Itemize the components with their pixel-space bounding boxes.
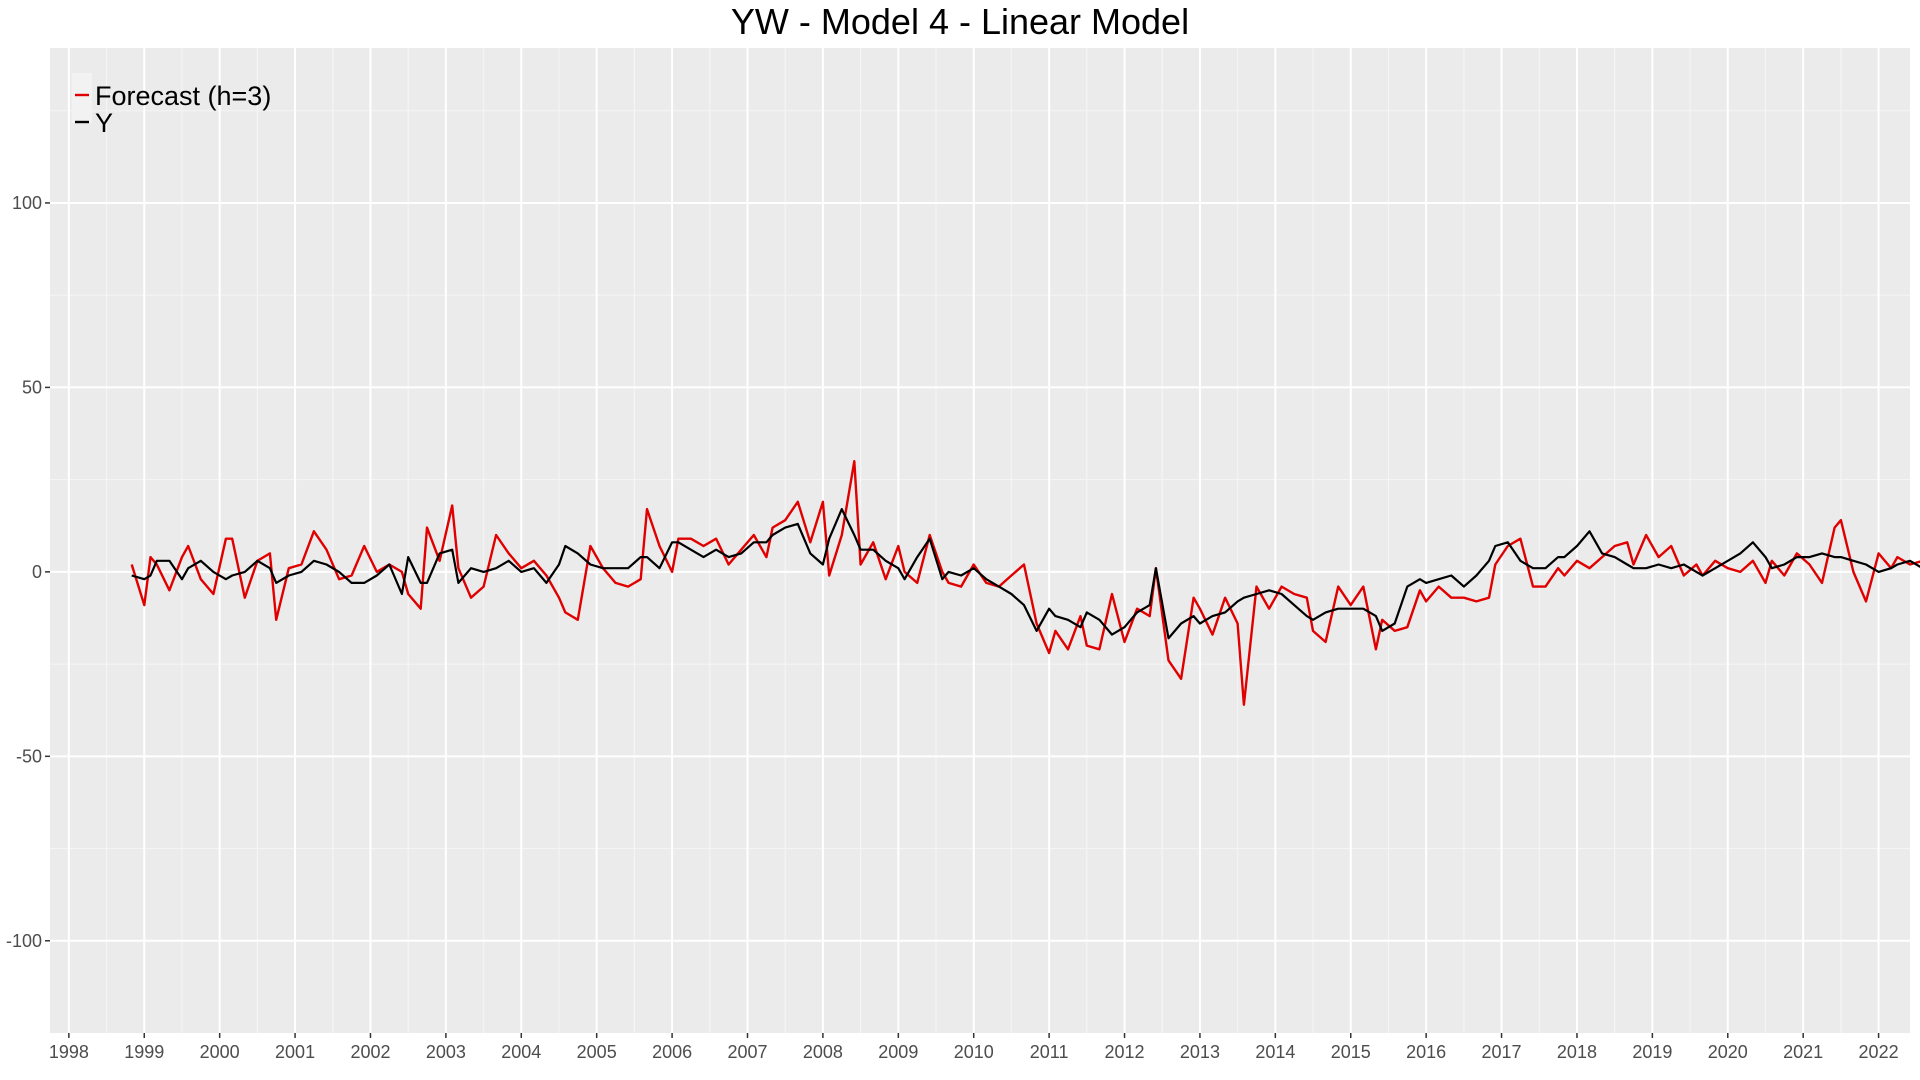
x-tick-label: 2014 xyxy=(1255,1042,1295,1062)
x-tick-label: 2011 xyxy=(1030,1042,1069,1062)
x-tick-label: 2000 xyxy=(200,1042,240,1062)
x-tick-label: 2022 xyxy=(1859,1042,1899,1062)
y-tick-label: -50 xyxy=(16,746,42,766)
x-tick-label: 2019 xyxy=(1632,1042,1672,1062)
x-tick-label: 2002 xyxy=(350,1042,390,1062)
series-line-forecast xyxy=(130,460,1920,706)
series-lines xyxy=(130,460,1920,706)
x-tick-label: 2009 xyxy=(878,1042,918,1062)
x-tick-label: 2021 xyxy=(1783,1042,1823,1062)
grid xyxy=(50,48,1910,1033)
x-tick-label: 2010 xyxy=(954,1042,994,1062)
x-tick-label: 2005 xyxy=(577,1042,617,1062)
x-tick-label: 2020 xyxy=(1708,1042,1748,1062)
x-tick-label: 2004 xyxy=(501,1042,541,1062)
y-tick-label: 50 xyxy=(22,377,42,397)
legend-key-background xyxy=(72,73,92,123)
x-tick-label: 2018 xyxy=(1557,1042,1597,1062)
legend-label-forecast: Forecast (h=3) xyxy=(95,81,271,111)
y-tick-label: -100 xyxy=(6,931,42,951)
x-tick-label: 2006 xyxy=(652,1042,692,1062)
x-tick-label: 1998 xyxy=(49,1042,89,1062)
x-tick-label: 2016 xyxy=(1406,1042,1446,1062)
y-tick-label: 0 xyxy=(32,562,42,582)
x-tick-label: 1999 xyxy=(124,1042,164,1062)
x-tick-label: 2007 xyxy=(727,1042,767,1062)
axes: -100 -50 0 50 100 1998 1999 2000 2001 2002 2003 200… xyxy=(6,193,1899,1062)
y-tick-label: 100 xyxy=(12,193,42,213)
plot-background xyxy=(50,48,1910,1033)
x-tick-label: 2001 xyxy=(275,1042,315,1062)
x-tick-label: 2013 xyxy=(1180,1042,1220,1062)
legend: Forecast (h=3)Y xyxy=(72,73,271,138)
chart-title: YW - Model 4 - Linear Model xyxy=(730,1,1190,42)
legend-label-y: Y xyxy=(95,108,113,138)
x-tick-label: 2008 xyxy=(803,1042,843,1062)
x-tick-label: 2012 xyxy=(1105,1042,1145,1062)
x-tick-label: 2003 xyxy=(426,1042,466,1062)
x-tick-label: 2017 xyxy=(1482,1042,1522,1062)
series-line-y xyxy=(131,508,1920,640)
x-tick-label: 2015 xyxy=(1331,1042,1371,1062)
